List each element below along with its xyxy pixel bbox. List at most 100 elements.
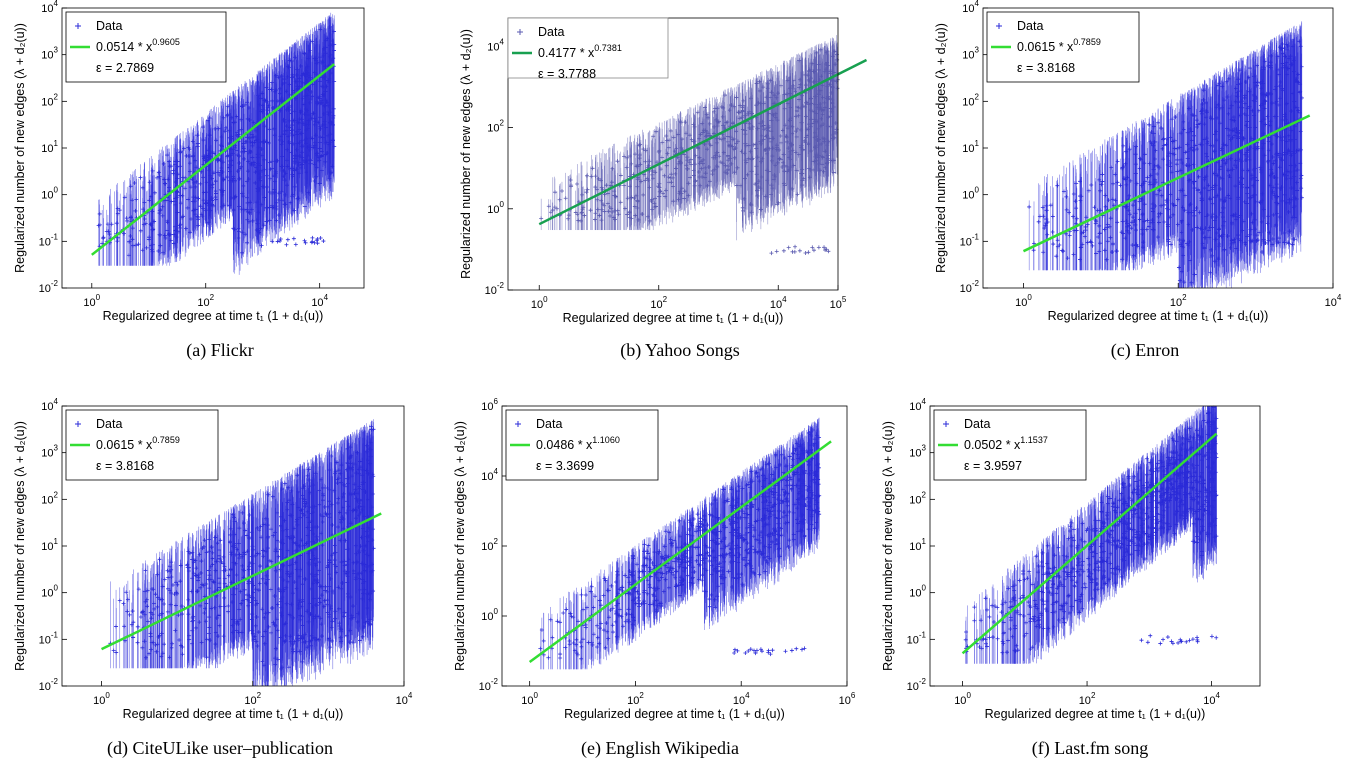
data-point xyxy=(736,110,741,115)
fit-line xyxy=(538,58,868,226)
data-point xyxy=(256,187,261,192)
data-point xyxy=(178,150,183,155)
data-point xyxy=(1182,280,1187,285)
data-point xyxy=(138,228,143,233)
data-point xyxy=(1227,173,1232,178)
data-point xyxy=(161,161,166,166)
data-point xyxy=(231,120,236,125)
data-point xyxy=(184,226,189,231)
data-point xyxy=(635,175,640,180)
legend-epsilon-label: ε = 3.7788 xyxy=(538,67,596,81)
data-point xyxy=(615,159,620,164)
data-point xyxy=(763,148,768,153)
data-point xyxy=(317,140,322,145)
data-point xyxy=(312,240,317,245)
data-point xyxy=(772,173,777,178)
data-point xyxy=(147,198,152,203)
data-point xyxy=(689,137,694,142)
data-point xyxy=(702,105,707,110)
data-point xyxy=(664,163,669,168)
data-point xyxy=(707,121,712,126)
y-tick-label: 10-2 xyxy=(485,281,505,297)
data-point xyxy=(303,137,308,142)
data-point xyxy=(729,161,734,166)
data-point xyxy=(284,242,289,247)
data-point xyxy=(810,245,815,250)
data-point xyxy=(263,139,268,144)
y-tick-label: 10-1 xyxy=(39,232,59,248)
data-point xyxy=(746,111,751,116)
y-tick-label: 104 xyxy=(41,0,58,15)
data-point xyxy=(297,79,302,84)
data-point xyxy=(283,178,288,183)
data-point xyxy=(1254,233,1259,238)
data-point xyxy=(701,157,706,162)
data-point xyxy=(282,77,287,82)
x-tick-label: 102 xyxy=(650,295,667,311)
data-point xyxy=(296,127,301,132)
data-point xyxy=(167,164,172,169)
data-point xyxy=(610,166,615,171)
data-point xyxy=(1175,222,1180,227)
data-point xyxy=(581,205,586,210)
data-point xyxy=(818,47,823,52)
data-point xyxy=(691,122,696,127)
x-tick-label: 104 xyxy=(770,295,787,311)
data-point xyxy=(129,198,134,203)
data-point xyxy=(321,239,326,244)
data-point xyxy=(808,108,813,113)
data-point xyxy=(315,236,320,241)
data-point xyxy=(1031,248,1036,253)
data-point xyxy=(584,190,589,195)
data-point xyxy=(1229,103,1234,108)
legend: Data 0.4177 * x0.7381 ε = 3.7788 xyxy=(507,17,669,81)
legend-fit-label: 0.0514 * x0.9605 xyxy=(96,37,180,54)
data-point xyxy=(294,147,299,152)
data-point xyxy=(655,160,660,165)
data-point xyxy=(312,162,317,167)
data-point xyxy=(762,127,767,132)
x-tick-label: 100 xyxy=(83,293,100,309)
data-point xyxy=(287,92,292,97)
data-point xyxy=(699,166,704,171)
y-ticks: 10-2 10-1 100 101 102 103 104 xyxy=(39,0,67,295)
data-point xyxy=(1236,195,1241,200)
data-point xyxy=(186,145,191,150)
data-point xyxy=(746,109,751,114)
data-point xyxy=(787,168,792,173)
data-point xyxy=(809,117,814,122)
data-point xyxy=(1045,232,1050,237)
data-point xyxy=(1288,169,1293,174)
data-point xyxy=(667,138,672,143)
data-point xyxy=(239,127,244,132)
panel-enron: 100 102 104 10-2 10-1 100 101 102 103 104 Regulari… xyxy=(925,0,1365,372)
data-point xyxy=(314,58,319,63)
data-point xyxy=(275,99,280,104)
data-point xyxy=(321,111,326,116)
legend-fit-label: 0.4177 * x0.7381 xyxy=(538,43,622,60)
data-point xyxy=(1212,218,1217,223)
data-point xyxy=(1050,214,1055,219)
data-point xyxy=(115,239,120,244)
data-point xyxy=(1168,242,1173,247)
data-point xyxy=(676,161,681,166)
y-tick-label: 100 xyxy=(487,200,504,216)
data-point xyxy=(130,226,135,231)
y-axis-label: Regularized number of new edges (λ + d₂(… xyxy=(459,29,473,279)
data-point xyxy=(1027,204,1032,209)
data-point xyxy=(1048,203,1053,208)
data-point xyxy=(285,237,290,242)
data-point xyxy=(723,163,728,168)
data-point xyxy=(216,170,221,175)
data-point xyxy=(1111,181,1116,186)
data-point xyxy=(236,128,241,133)
data-point xyxy=(770,186,775,191)
data-point xyxy=(1102,227,1107,232)
data-point xyxy=(259,243,264,248)
data-point xyxy=(249,132,254,137)
data-point xyxy=(228,136,233,141)
data-point xyxy=(1050,229,1055,234)
y-tick-label: 104 xyxy=(487,37,504,53)
data-point xyxy=(253,134,258,139)
y-tick-label: 100 xyxy=(41,186,58,202)
